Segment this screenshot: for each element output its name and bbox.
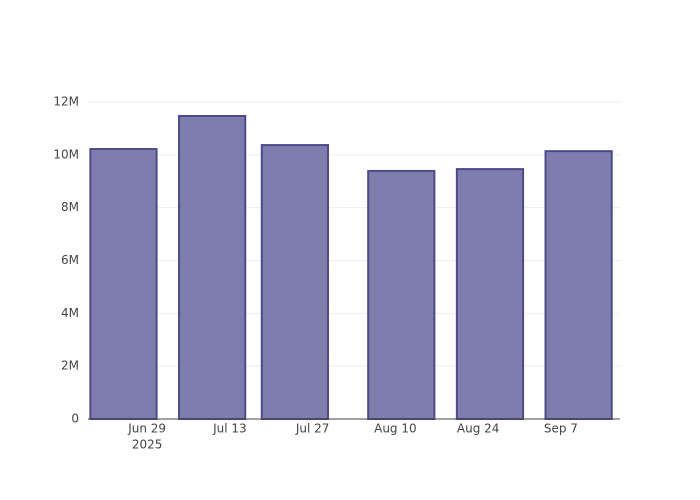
x-tick-label: Jun 29	[127, 422, 166, 436]
y-tick-label: 12M	[53, 95, 79, 109]
y-tick-label: 4M	[61, 306, 79, 320]
y-tick-label: 10M	[53, 147, 79, 161]
x-tick-label: Jul 13	[212, 422, 247, 436]
x-tick-label: Jul 27	[295, 422, 330, 436]
bar	[544, 150, 613, 420]
bar	[455, 168, 525, 420]
bar	[367, 169, 436, 420]
bar	[260, 144, 329, 420]
x-tick-label: Aug 10	[374, 422, 417, 436]
bar	[89, 148, 158, 420]
y-tick-label: 8M	[61, 200, 79, 214]
x-tick-label: Aug 24	[457, 422, 500, 436]
bar	[178, 115, 247, 421]
x-tick-label: Sep 7	[544, 422, 578, 436]
y-tick-label: 2M	[61, 359, 79, 373]
x-tick-year: 2025	[132, 438, 163, 452]
y-tick-label: 0	[71, 412, 79, 426]
y-tick-label: 6M	[61, 253, 79, 267]
